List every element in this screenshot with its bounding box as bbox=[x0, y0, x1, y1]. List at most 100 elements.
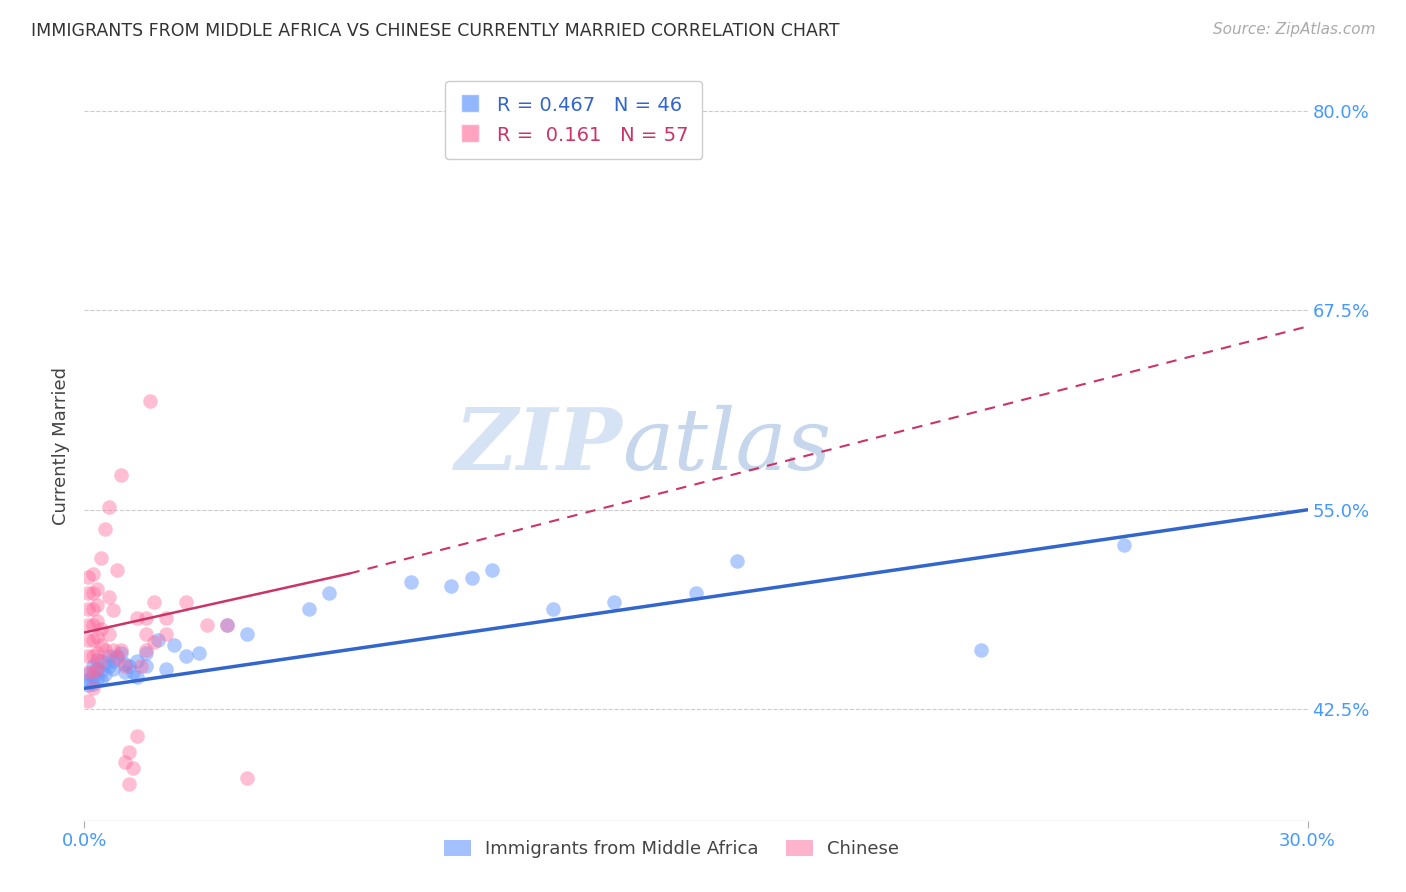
Point bbox=[1114, 538, 1136, 552]
Point bbox=[105, 651, 128, 665]
Point bbox=[97, 649, 120, 664]
Point bbox=[110, 467, 132, 482]
Point bbox=[135, 643, 157, 657]
Point bbox=[77, 694, 100, 708]
Point bbox=[86, 630, 108, 644]
Point bbox=[110, 646, 132, 660]
Point bbox=[82, 585, 104, 599]
Point bbox=[318, 585, 340, 599]
Point bbox=[97, 500, 120, 514]
Point bbox=[90, 673, 112, 688]
Point bbox=[82, 649, 104, 664]
Point bbox=[93, 522, 115, 536]
Point bbox=[101, 643, 124, 657]
Point bbox=[86, 672, 108, 686]
Point bbox=[114, 659, 136, 673]
Point bbox=[93, 667, 115, 681]
Point bbox=[195, 617, 218, 632]
Point bbox=[122, 761, 145, 775]
Point bbox=[105, 649, 128, 664]
Point bbox=[142, 595, 165, 609]
Point bbox=[77, 617, 100, 632]
Point bbox=[86, 662, 108, 676]
Point bbox=[163, 638, 186, 652]
Point bbox=[97, 659, 120, 673]
Point bbox=[135, 646, 157, 660]
Point bbox=[86, 652, 108, 666]
Point bbox=[82, 633, 104, 648]
Point bbox=[298, 601, 321, 615]
Point bbox=[217, 617, 239, 632]
Point bbox=[90, 638, 112, 652]
Point bbox=[461, 571, 484, 585]
Point bbox=[236, 627, 259, 641]
Point bbox=[97, 627, 120, 641]
Point bbox=[114, 665, 136, 680]
Point bbox=[86, 599, 108, 613]
Point bbox=[236, 771, 259, 785]
Point bbox=[77, 649, 100, 664]
Point bbox=[77, 633, 100, 648]
Point bbox=[481, 563, 503, 577]
Text: Source: ZipAtlas.com: Source: ZipAtlas.com bbox=[1212, 22, 1375, 37]
Point bbox=[135, 611, 157, 625]
Point bbox=[82, 617, 104, 632]
Point bbox=[82, 665, 104, 680]
Point bbox=[110, 643, 132, 657]
Point bbox=[118, 777, 141, 791]
Point bbox=[114, 657, 136, 672]
Point bbox=[90, 623, 112, 637]
Point bbox=[174, 649, 197, 664]
Point bbox=[86, 662, 108, 676]
Point bbox=[86, 615, 108, 629]
Point bbox=[82, 659, 104, 673]
Point bbox=[82, 676, 104, 690]
Point bbox=[155, 611, 177, 625]
Point bbox=[127, 611, 149, 625]
Point bbox=[86, 582, 108, 597]
Point bbox=[440, 579, 463, 593]
Point bbox=[187, 646, 209, 660]
Text: IMMIGRANTS FROM MIDDLE AFRICA VS CHINESE CURRENTLY MARRIED CORRELATION CHART: IMMIGRANTS FROM MIDDLE AFRICA VS CHINESE… bbox=[31, 22, 839, 40]
Point bbox=[142, 635, 165, 649]
Point bbox=[93, 656, 115, 670]
Point bbox=[93, 643, 115, 657]
Point bbox=[77, 673, 100, 688]
Point bbox=[122, 665, 145, 680]
Point bbox=[118, 745, 141, 759]
Y-axis label: Currently Married: Currently Married bbox=[52, 367, 70, 525]
Point bbox=[82, 681, 104, 696]
Point bbox=[127, 654, 149, 668]
Point bbox=[77, 667, 100, 681]
Point bbox=[135, 659, 157, 673]
Point bbox=[101, 662, 124, 676]
Point bbox=[90, 550, 112, 565]
Point bbox=[82, 668, 104, 682]
Point bbox=[127, 729, 149, 743]
Point bbox=[101, 603, 124, 617]
Point bbox=[82, 566, 104, 581]
Point bbox=[101, 654, 124, 668]
Point bbox=[82, 601, 104, 615]
Point bbox=[543, 601, 565, 615]
Legend: Immigrants from Middle Africa, Chinese: Immigrants from Middle Africa, Chinese bbox=[436, 833, 907, 865]
Point bbox=[127, 670, 149, 684]
Point bbox=[77, 570, 100, 584]
Point bbox=[77, 665, 100, 680]
Point bbox=[77, 601, 100, 615]
Point bbox=[174, 595, 197, 609]
Point bbox=[90, 664, 112, 678]
Point bbox=[90, 654, 112, 668]
Point bbox=[970, 643, 993, 657]
Point bbox=[603, 595, 626, 609]
Point bbox=[135, 627, 157, 641]
Point bbox=[725, 554, 748, 568]
Point bbox=[685, 585, 707, 599]
Point bbox=[105, 563, 128, 577]
Point bbox=[77, 678, 100, 692]
Point bbox=[118, 659, 141, 673]
Point bbox=[217, 617, 239, 632]
Point bbox=[114, 755, 136, 769]
Point bbox=[146, 633, 169, 648]
Point bbox=[399, 574, 422, 589]
